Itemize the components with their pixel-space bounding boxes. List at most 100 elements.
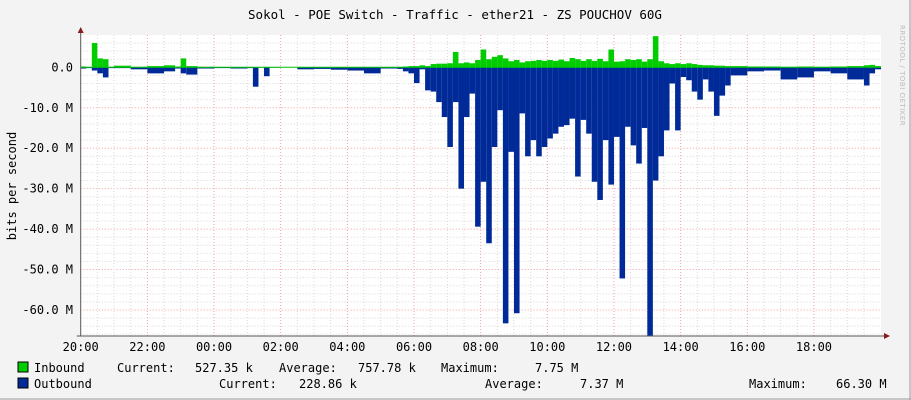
- outbound-bar: [314, 67, 331, 69]
- inbound-bar: [591, 60, 598, 68]
- outbound-bar: [147, 67, 165, 74]
- inbound-bar: [686, 63, 692, 68]
- inbound-bar: [536, 60, 542, 68]
- outbound-bar: [513, 67, 520, 314]
- inbound-bar: [675, 63, 681, 68]
- x-axis-arrow-icon: [884, 333, 890, 339]
- inbound-bar: [430, 64, 437, 68]
- outbound-bar: [447, 67, 453, 147]
- outbound-bar: [669, 67, 676, 84]
- y-axis-arrow-icon: [77, 27, 84, 33]
- inbound-bar: [563, 61, 570, 68]
- outbound-bar: [813, 67, 831, 72]
- inbound-bar: [647, 59, 653, 68]
- outbound-bar: [625, 67, 631, 127]
- inbound-bar: [480, 49, 487, 68]
- outbound-bar: [547, 67, 553, 139]
- outbound-bar: [486, 67, 492, 244]
- outbound-bar: [552, 67, 559, 134]
- inbound-bar: [691, 64, 698, 68]
- outbound-bar: [264, 67, 270, 77]
- outbound-bar: [80, 67, 87, 69]
- outbound-bar: [530, 67, 537, 141]
- inbound-bar: [436, 63, 442, 68]
- outbound-average-label: Average:: [485, 377, 543, 391]
- outbound-bar: [380, 67, 398, 69]
- inbound-bar: [847, 66, 864, 68]
- outbound-bar: [508, 67, 514, 152]
- outbound-bar: [558, 67, 564, 127]
- inbound-bar: [575, 59, 581, 68]
- inbound-bar: [452, 51, 459, 68]
- outbound-bar: [591, 67, 598, 182]
- inbound-bar: [525, 61, 531, 68]
- x-tick-label: 08:00: [463, 340, 499, 354]
- outbound-maximum-label: Maximum:: [749, 377, 807, 391]
- watermark: RRDTOOL / TOBI OETIKER: [898, 25, 906, 126]
- inbound-bar: [669, 64, 676, 68]
- outbound-bar: [708, 67, 714, 92]
- outbound-bar: [658, 67, 664, 157]
- inbound-bar: [630, 60, 637, 68]
- inbound-bar: [463, 62, 470, 68]
- inbound-bar: [441, 63, 448, 68]
- outbound-bar: [186, 67, 198, 75]
- outbound-bar: [636, 67, 642, 164]
- y-tick-label: -60.0 M: [22, 303, 73, 317]
- inbound-bar: [619, 61, 626, 68]
- outbound-bar: [713, 67, 720, 116]
- outbound-bar: [847, 67, 864, 80]
- outbound-bar: [297, 67, 315, 70]
- inbound-bar: [469, 63, 476, 68]
- outbound-bar: [430, 67, 437, 92]
- outbound-bar: [91, 67, 98, 71]
- y-tick-label: -50.0 M: [22, 263, 73, 277]
- y-axis-label: bits per second: [5, 132, 19, 240]
- inbound-bar: [519, 62, 526, 68]
- outbound-bar: [230, 67, 248, 69]
- inbound-bar: [147, 66, 165, 68]
- outbound-bar: [691, 67, 698, 92]
- x-tick-label: 14:00: [663, 340, 699, 354]
- outbound-bar: [541, 67, 548, 147]
- inbound-bar: [425, 66, 431, 68]
- inbound-bar: [541, 60, 548, 68]
- outbound-bar: [830, 67, 848, 74]
- outbound-bar: [475, 67, 481, 227]
- inbound-bar: [580, 60, 587, 68]
- outbound-bar: [452, 67, 459, 103]
- outbound-bar: [402, 67, 409, 72]
- inbound-bar: [636, 59, 642, 68]
- inbound-bar: [180, 58, 187, 68]
- chart-title: Sokol - POE Switch - Traffic - ether21 -…: [248, 7, 662, 22]
- outbound-label: Outbound: [34, 377, 92, 391]
- grid: [80, 35, 881, 336]
- outbound-bar: [652, 67, 659, 181]
- inbound-bar: [114, 65, 131, 68]
- outbound-bar: [463, 67, 470, 118]
- outbound-bar: [869, 67, 876, 74]
- x-tick-label: 20:00: [63, 340, 99, 354]
- outbound-bar: [525, 67, 531, 157]
- outbound-bar: [130, 67, 148, 70]
- inbound-average: 757.78 k: [358, 361, 417, 375]
- inbound-label: Inbound: [34, 361, 85, 375]
- inbound-bar: [708, 65, 714, 68]
- inbound-bar: [486, 59, 492, 68]
- inbound-bar: [613, 61, 620, 68]
- inbound-bar: [602, 61, 609, 68]
- outbound-bar: [569, 67, 576, 119]
- axes: 0.0 -10.0 M -20.0 M -30.0 M -40.0 M -50.0 M -6…: [22, 27, 890, 354]
- inbound-bar: [97, 58, 103, 68]
- outbound-bar: [580, 67, 587, 120]
- outbound-current-label: Current:: [219, 377, 277, 391]
- inbound-bar: [186, 66, 198, 68]
- x-tick-label: 02:00: [263, 340, 299, 354]
- outbound-bar: [747, 67, 764, 72]
- inbound-bar: [863, 65, 870, 68]
- outbound-bar: [458, 67, 464, 189]
- outbound-bar: [497, 67, 503, 111]
- inbound-bar: [475, 60, 481, 68]
- inbound-bar: [608, 49, 614, 68]
